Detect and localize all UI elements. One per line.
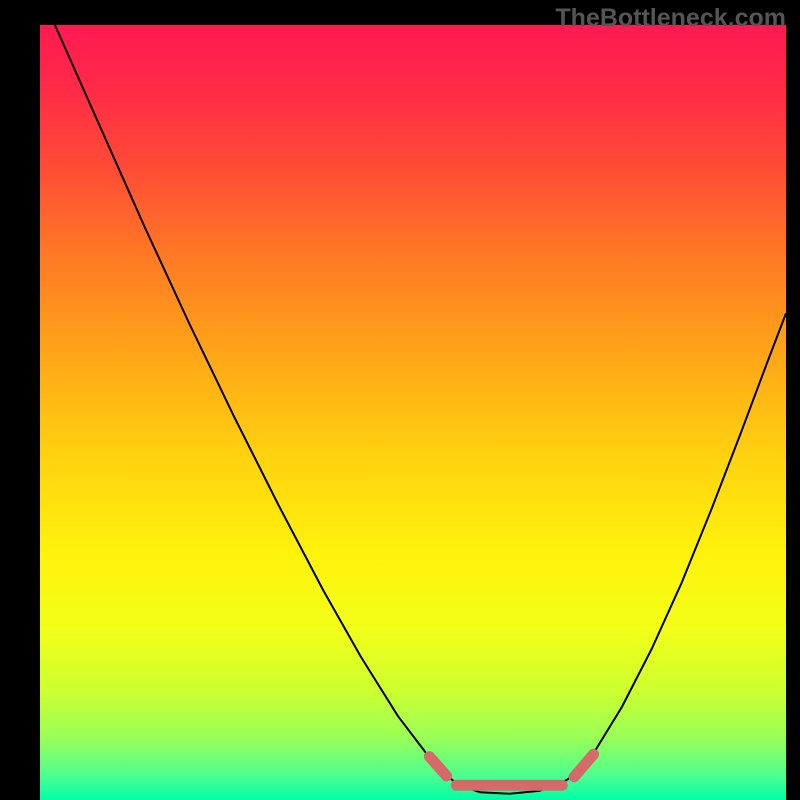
plot-area <box>40 25 786 800</box>
gradient-background <box>40 25 786 800</box>
watermark-text: TheBottleneck.com <box>555 4 786 33</box>
chart-container: TheBottleneck.com <box>0 0 800 800</box>
chart-svg <box>40 25 786 800</box>
